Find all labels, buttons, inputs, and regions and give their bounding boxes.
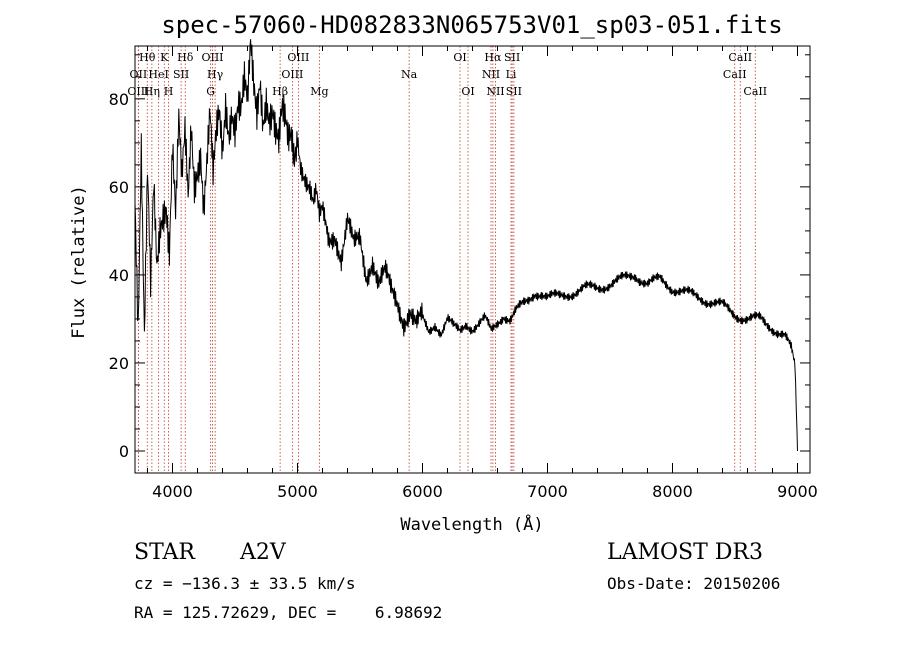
x-tick-label: 9000 bbox=[777, 482, 818, 501]
y-tick-label: 60 bbox=[109, 178, 129, 197]
marker-label: SII bbox=[173, 68, 189, 81]
chart-title: spec-57060-HD082833N065753V01_sp03-051.f… bbox=[161, 11, 782, 39]
observation-date: Obs-Date: 20150206 bbox=[607, 574, 781, 593]
y-tick-label: 40 bbox=[109, 266, 129, 285]
marker-label: NII bbox=[482, 68, 500, 81]
survey-name: LAMOST DR3 bbox=[607, 540, 763, 565]
velocity-readout: cz = −136.3 ± 33.5 km/s bbox=[134, 574, 356, 593]
y-tick-label: 20 bbox=[109, 354, 129, 373]
marker-label: Na bbox=[401, 68, 418, 81]
marker-label: Hθ bbox=[139, 51, 156, 64]
marker-label: CaII bbox=[743, 85, 767, 98]
y-axis-ticks: 0 20 40 60 80 bbox=[109, 54, 810, 474]
x-tick-label: 6000 bbox=[402, 482, 443, 501]
marker-label: Hη bbox=[144, 85, 160, 98]
marker-label: HeI bbox=[148, 68, 168, 81]
y-axis-label: Flux (relative) bbox=[69, 185, 89, 339]
marker-label: Hγ bbox=[207, 68, 224, 81]
marker-label: Li bbox=[506, 68, 517, 81]
x-tick-label: 8000 bbox=[652, 482, 693, 501]
marker-label: Hβ bbox=[272, 85, 288, 98]
marker-label: OIII bbox=[201, 51, 223, 64]
marker-label: OIII bbox=[127, 85, 149, 98]
marker-label: Hα bbox=[484, 51, 502, 64]
x-axis-ticks: 4000 5000 6000 7000 8000 9000 bbox=[147, 46, 818, 501]
x-axis-label: Wavelength (Å) bbox=[400, 513, 543, 535]
marker-label: SII bbox=[504, 51, 520, 64]
marker-label: OII bbox=[130, 68, 148, 81]
marker-label: OI bbox=[461, 85, 474, 98]
marker-label: Mg bbox=[310, 85, 328, 98]
spectral-class: A2V bbox=[240, 540, 286, 565]
x-tick-label: 7000 bbox=[527, 482, 568, 501]
x-tick-label: 5000 bbox=[277, 482, 318, 501]
marker-label: OIII bbox=[281, 68, 303, 81]
spectrum-series-line bbox=[134, 39, 798, 452]
y-tick-label: 80 bbox=[109, 90, 129, 109]
marker-label: H bbox=[164, 85, 174, 98]
marker-label: NII bbox=[486, 85, 504, 98]
marker-label: Hδ bbox=[177, 51, 194, 64]
marker-label: SII bbox=[506, 85, 522, 98]
coordinates-readout: RA = 125.72629, DEC = 6.98692 bbox=[134, 603, 443, 622]
marker-label: G bbox=[206, 85, 215, 98]
plot-frame bbox=[134, 45, 811, 474]
object-type: STAR bbox=[134, 540, 195, 565]
marker-label: CaII bbox=[723, 68, 747, 81]
y-tick-label: 0 bbox=[119, 442, 129, 461]
marker-label: CaII bbox=[728, 51, 752, 64]
marker-label: K bbox=[160, 51, 169, 64]
x-tick-label: 4000 bbox=[152, 482, 193, 501]
marker-label: OIII bbox=[287, 51, 309, 64]
marker-label: OI bbox=[453, 51, 466, 64]
